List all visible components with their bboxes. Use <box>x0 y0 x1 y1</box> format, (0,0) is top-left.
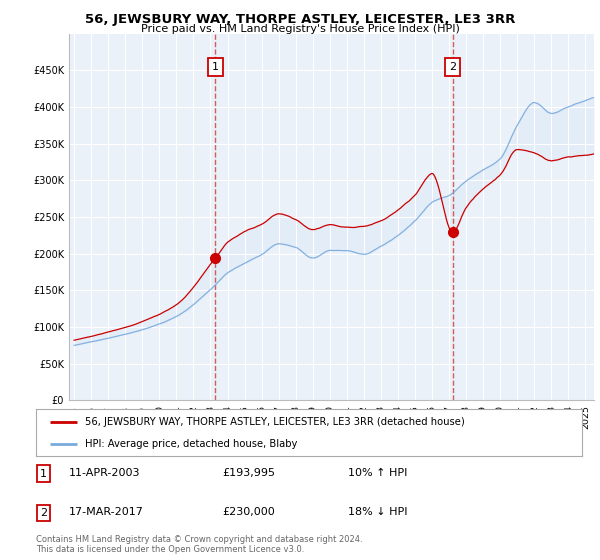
Text: 18% ↓ HPI: 18% ↓ HPI <box>348 507 407 517</box>
Text: HPI: Average price, detached house, Blaby: HPI: Average price, detached house, Blab… <box>85 438 298 449</box>
Text: Contains HM Land Registry data © Crown copyright and database right 2024.
This d: Contains HM Land Registry data © Crown c… <box>36 535 362 554</box>
Text: 1: 1 <box>212 62 219 72</box>
Text: £230,000: £230,000 <box>222 507 275 517</box>
Text: £193,995: £193,995 <box>222 468 275 478</box>
Text: 56, JEWSBURY WAY, THORPE ASTLEY, LEICESTER, LE3 3RR: 56, JEWSBURY WAY, THORPE ASTLEY, LEICEST… <box>85 13 515 26</box>
Text: Price paid vs. HM Land Registry's House Price Index (HPI): Price paid vs. HM Land Registry's House … <box>140 24 460 34</box>
Text: 2: 2 <box>40 508 47 518</box>
Text: 2: 2 <box>449 62 456 72</box>
Text: 10% ↑ HPI: 10% ↑ HPI <box>348 468 407 478</box>
Text: 56, JEWSBURY WAY, THORPE ASTLEY, LEICESTER, LE3 3RR (detached house): 56, JEWSBURY WAY, THORPE ASTLEY, LEICEST… <box>85 417 465 427</box>
Text: 1: 1 <box>40 469 47 479</box>
Text: 17-MAR-2017: 17-MAR-2017 <box>69 507 144 517</box>
Text: 11-APR-2003: 11-APR-2003 <box>69 468 140 478</box>
